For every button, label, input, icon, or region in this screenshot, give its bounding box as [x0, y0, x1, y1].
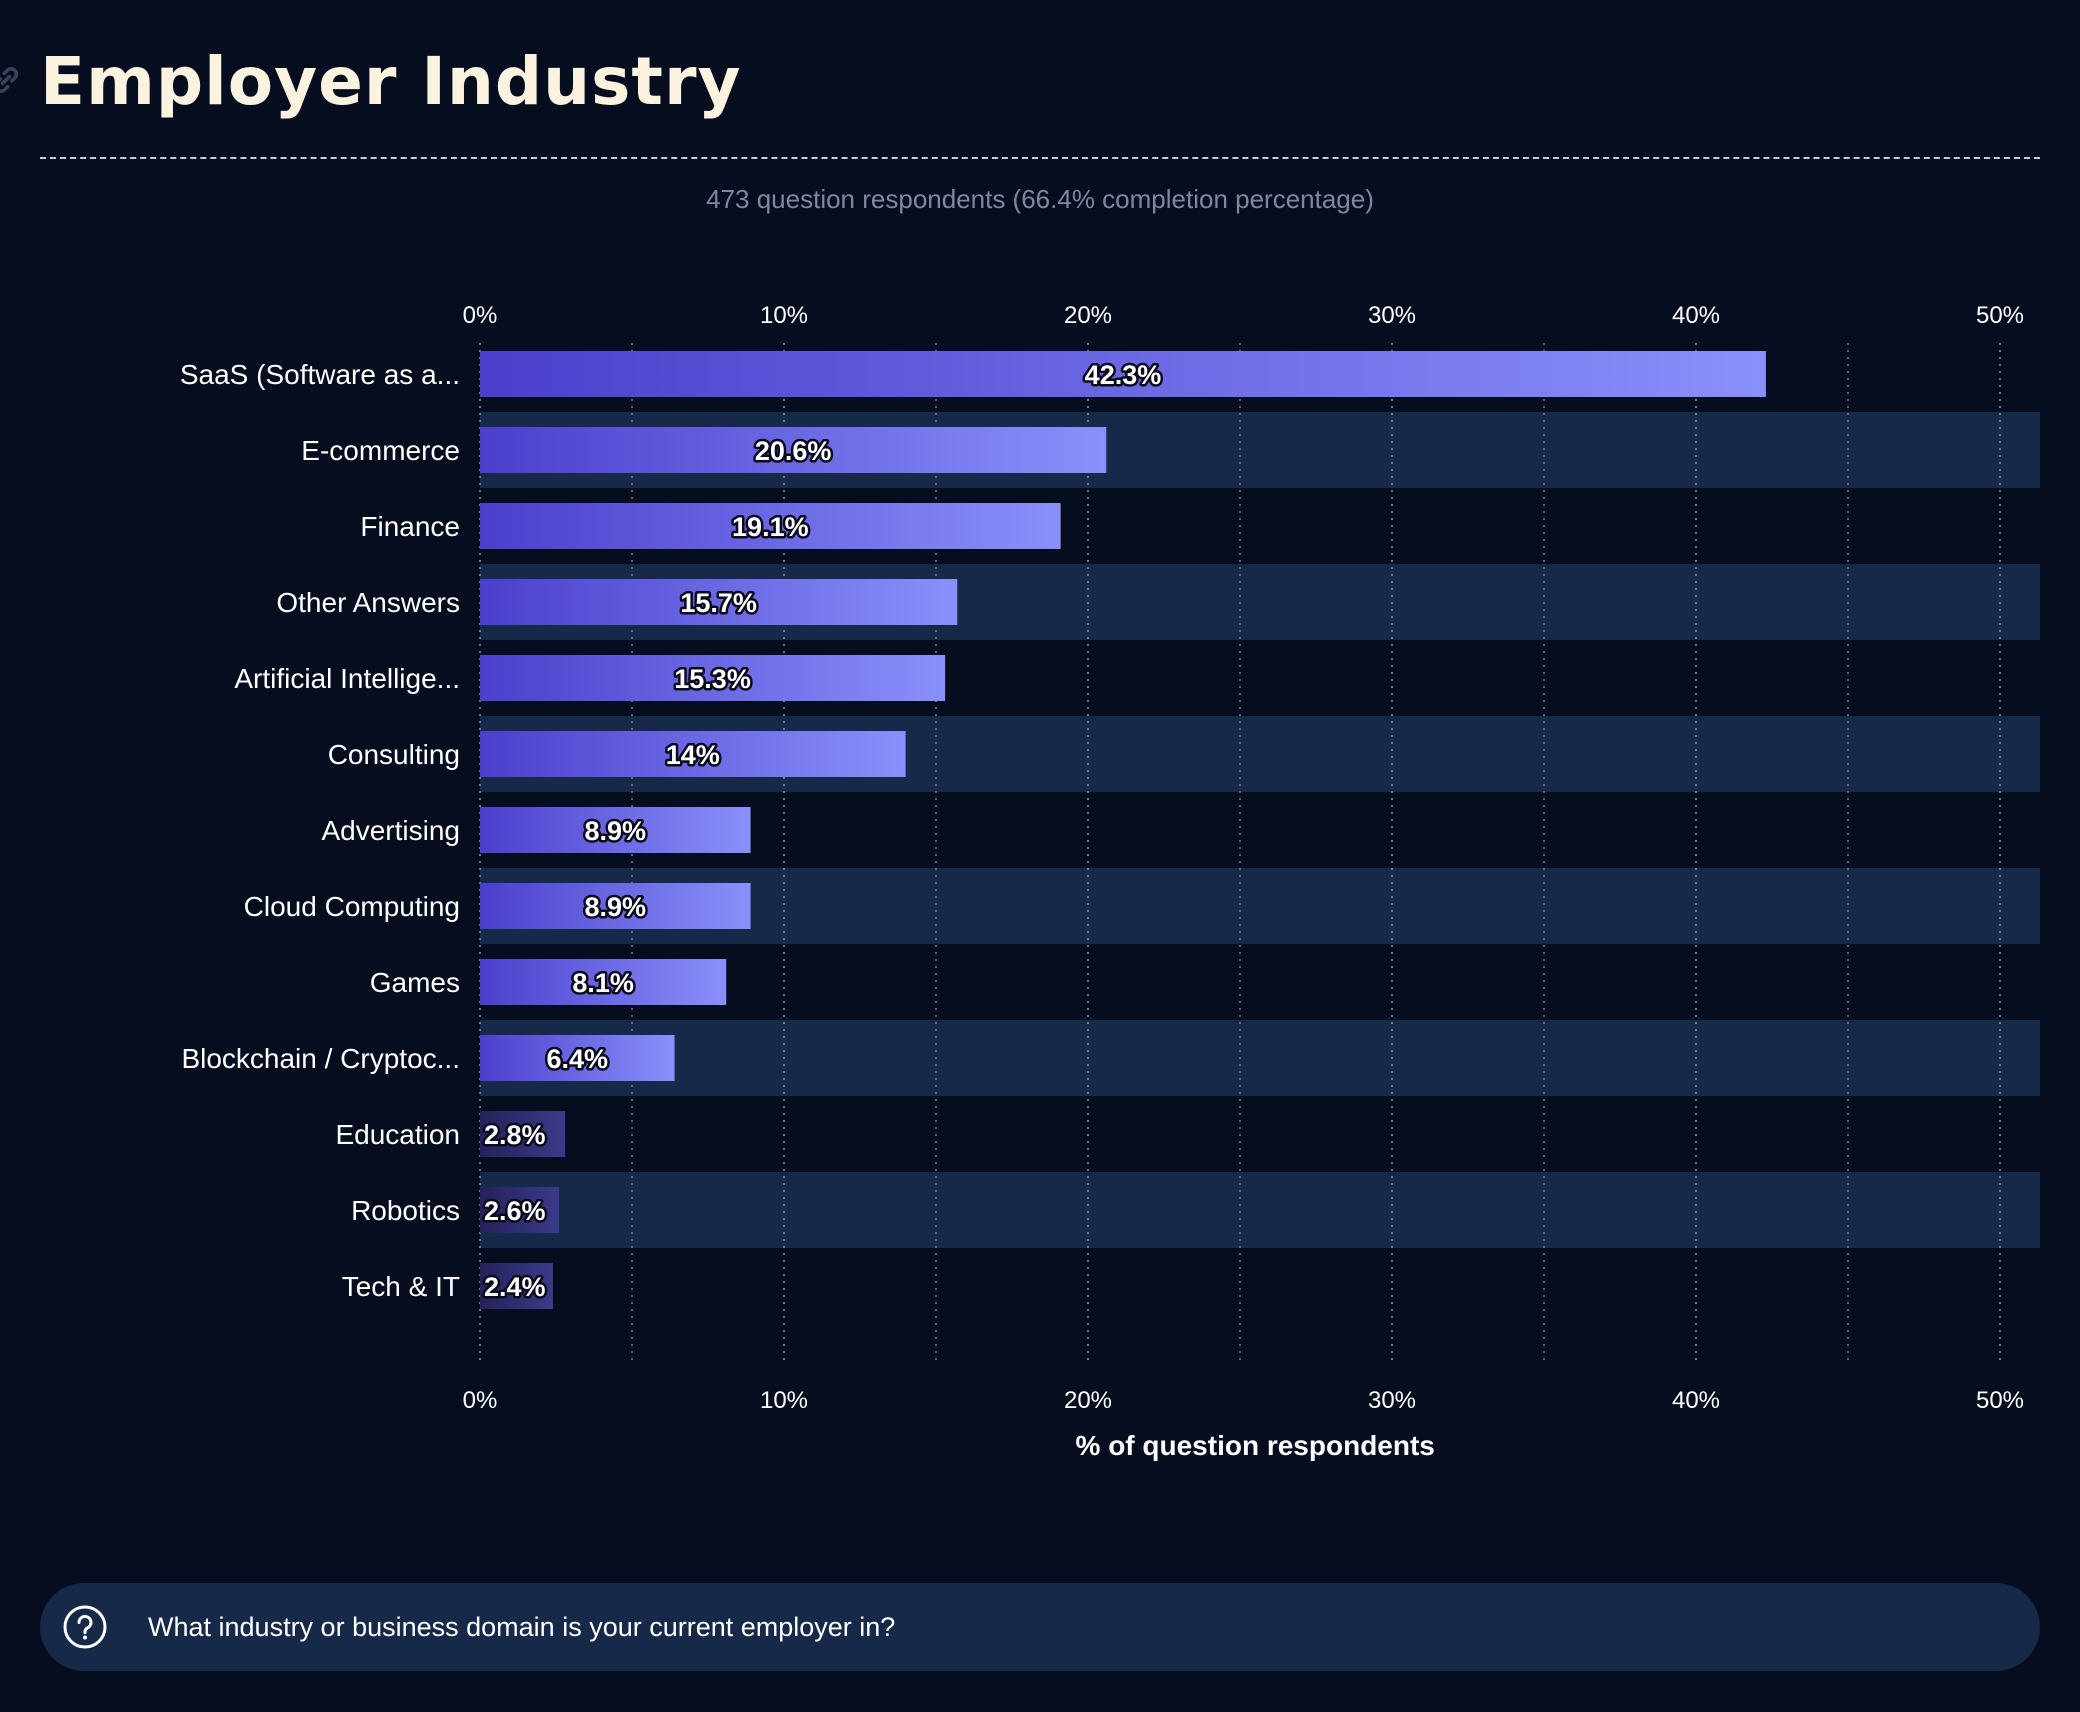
tick-label-bottom: 30%: [1368, 1387, 1416, 1414]
value-label: 14%: [666, 740, 720, 770]
value-label: 8.9%: [585, 892, 647, 922]
x-axis-label: % of question respondents: [1076, 1430, 1435, 1461]
value-label: 8.1%: [572, 968, 634, 998]
question-text: What industry or business domain is your…: [148, 1611, 896, 1642]
value-label: 6.4%: [547, 1044, 609, 1074]
tick-label-top: 20%: [1064, 302, 1112, 329]
bar: [480, 1263, 553, 1309]
category-label: Cloud Computing: [244, 891, 460, 922]
category-label: Blockchain / Cryptoc...: [181, 1043, 460, 1074]
top-axis: 0% 10% 20% 30% 40% 50%: [463, 302, 2024, 329]
row-stripe: [480, 1172, 2040, 1248]
value-labels: 42.3% 20.6% 19.1% 15.7% 15.3% 14% 8.9% 8.9% 8.1%…: [482, 358, 1164, 1305]
page-title: Employer Industry: [40, 43, 742, 120]
bar-chart: 0% 10% 20% 30% 40% 50% 0% 10% 20% 30% 40% 50% SaaS…: [180, 302, 2040, 1461]
tick-label-top: 30%: [1368, 302, 1416, 329]
tick-label-top: 40%: [1672, 302, 1720, 329]
title-divider: [40, 157, 2040, 159]
bar: [480, 1187, 560, 1233]
bar: [480, 959, 727, 1005]
category-label: Education: [335, 1119, 460, 1150]
tick-label-top: 10%: [760, 302, 808, 329]
bar: [480, 427, 1107, 473]
bar: [480, 731, 906, 777]
tick-label-bottom: 50%: [1976, 1387, 2024, 1414]
category-label: Advertising: [321, 815, 460, 846]
value-label: 15.3%: [674, 664, 751, 694]
category-label: SaaS (Software as a...: [180, 359, 460, 390]
category-label: Other Answers: [276, 587, 460, 618]
value-label: 8.9%: [585, 816, 647, 846]
row-stripes: [480, 412, 2040, 1248]
value-label: 15.7%: [680, 588, 757, 618]
bar: [480, 807, 751, 853]
category-label: Robotics: [351, 1195, 460, 1226]
category-label: Consulting: [328, 739, 460, 770]
bars: [480, 351, 1766, 1309]
bar: [480, 1111, 566, 1157]
tick-label-bottom: 40%: [1672, 1387, 1720, 1414]
row-stripe: [480, 1020, 2040, 1096]
value-label: 20.6%: [755, 436, 832, 466]
category-label: E-commerce: [301, 435, 460, 466]
bar: [480, 1035, 675, 1081]
category-label: Tech & IT: [342, 1271, 460, 1302]
bar: [480, 351, 1766, 397]
chart-subtitle: 473 question respondents (66.4% completi…: [706, 184, 1374, 214]
tick-label-top: 0%: [463, 302, 498, 329]
bar: [480, 655, 946, 701]
value-label: 42.3%: [1085, 360, 1162, 390]
tick-label-bottom: 20%: [1064, 1387, 1112, 1414]
link-icon[interactable]: [0, 60, 26, 100]
value-label: 2.6%: [484, 1196, 546, 1226]
bar: [480, 883, 751, 929]
bottom-axis: 0% 10% 20% 30% 40% 50%: [463, 1387, 2024, 1414]
value-label: 19.1%: [732, 512, 809, 542]
category-label: Finance: [360, 511, 460, 542]
tick-label-top: 50%: [1976, 302, 2024, 329]
bar: [480, 503, 1061, 549]
value-label: 2.4%: [484, 1272, 546, 1302]
category-label: Games: [370, 967, 460, 998]
bar: [480, 579, 958, 625]
value-label: 2.8%: [484, 1120, 546, 1150]
question-banner: What industry or business domain is your…: [40, 1583, 2040, 1671]
tick-label-bottom: 10%: [760, 1387, 808, 1414]
category-labels: SaaS (Software as a... E-commerce Finance O…: [180, 359, 460, 1302]
category-label: Artificial Intellige...: [234, 663, 460, 694]
question-circle-icon: [63, 1605, 107, 1649]
tick-label-bottom: 0%: [463, 1387, 498, 1414]
